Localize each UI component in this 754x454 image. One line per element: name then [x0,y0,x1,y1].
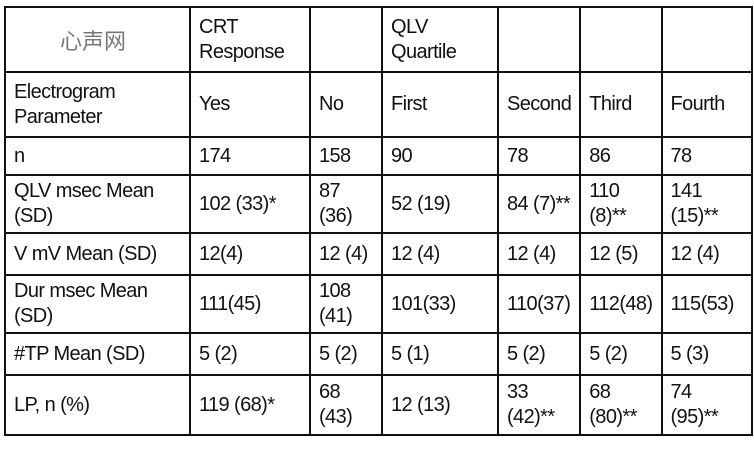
table-cell: First [381,71,499,138]
table-cell: 158 [309,136,383,176]
table-cell [309,6,383,73]
table-cell: 119 (68)* [189,374,311,436]
table-cell: 5 (2) [309,332,383,376]
table-cell: 101(33) [381,274,499,334]
row-label: #TP Mean (SD) [4,332,191,376]
electrogram-table: CRT Response QLV Quartile Electrogram Para… [4,6,753,436]
table-cell: Fourth [660,71,753,138]
table-cell [660,6,753,73]
row-label: LP, n (%) [4,374,191,436]
table-cell [579,6,663,73]
table-row: Dur msec Mean (SD) 111(45) 108 (41) 101(33)… [4,274,753,334]
table-row: QLV msec Mean (SD) 102 (33)* 87 (36) 52 (19… [4,174,753,234]
table-cell: 33 (42)** [496,374,582,436]
table-cell: QLV Quartile [381,6,499,73]
table-cell: 108 (41) [309,274,383,334]
table-cell: 115(53) [660,274,753,334]
table-cell: 78 [496,136,582,176]
table-cell: Second [496,71,582,138]
row-label: V mV Mean (SD) [4,232,191,276]
table-cell: Third [579,71,663,138]
table-cell: 52 (19) [381,174,499,234]
header-row: CRT Response QLV Quartile [4,6,753,73]
table-cell: 84 (7)** [496,174,582,234]
table-cell: 12 (4) [309,232,383,276]
table-cell: 110(37) [496,274,582,334]
table-cell: 87 (36) [309,174,383,234]
table-cell: 12 (4) [496,232,582,276]
subheader-row: Electrogram Parameter Yes No First Second Thi… [4,71,753,138]
table-cell: 5 (2) [579,332,663,376]
table-cell: 12 (4) [381,232,499,276]
table-cell: CRT Response [189,6,311,73]
row-label: QLV msec Mean (SD) [4,174,191,234]
row-label: n [4,136,191,176]
table-cell: 12 (13) [381,374,499,436]
table-cell: 12 (4) [660,232,753,276]
table-row: #TP Mean (SD) 5 (2) 5 (2) 5 (1) 5 (2) 5 (2) 5 … [4,332,753,376]
table-cell: 174 [189,136,311,176]
table-row: LP, n (%) 119 (68)* 68 (43) 12 (13) 33 (42)*… [4,374,753,436]
table-cell: 74 (95)** [660,374,753,436]
table-cell [496,6,582,73]
table-cell: 5 (1) [381,332,499,376]
table-cell: 5 (2) [496,332,582,376]
watermark: 心声网 [60,30,127,55]
table-cell: 68 (80)** [579,374,663,436]
table-cell: 112(48) [579,274,663,334]
table-cell: 86 [579,136,663,176]
table-cell: 90 [381,136,499,176]
table-cell: 78 [660,136,753,176]
table-cell: 12(4) [189,232,311,276]
table-cell: Yes [189,71,311,138]
table-cell: 110 (8)** [579,174,663,234]
table-row: n 174 158 90 78 86 78 [4,136,753,176]
table-cell: 141 (15)** [660,174,753,234]
table-cell: 12 (5) [579,232,663,276]
table-cell [4,6,191,73]
table-cell: 5 (3) [660,332,753,376]
table-cell: Electrogram Parameter [4,71,191,138]
table-cell: 68 (43) [309,374,383,436]
row-label: Dur msec Mean (SD) [4,274,191,334]
table-cell: 5 (2) [189,332,311,376]
table-row: V mV Mean (SD) 12(4) 12 (4) 12 (4) 12 (4) 12 … [4,232,753,276]
table-cell: 102 (33)* [189,174,311,234]
table-cell: 111(45) [189,274,311,334]
table-cell: No [309,71,383,138]
